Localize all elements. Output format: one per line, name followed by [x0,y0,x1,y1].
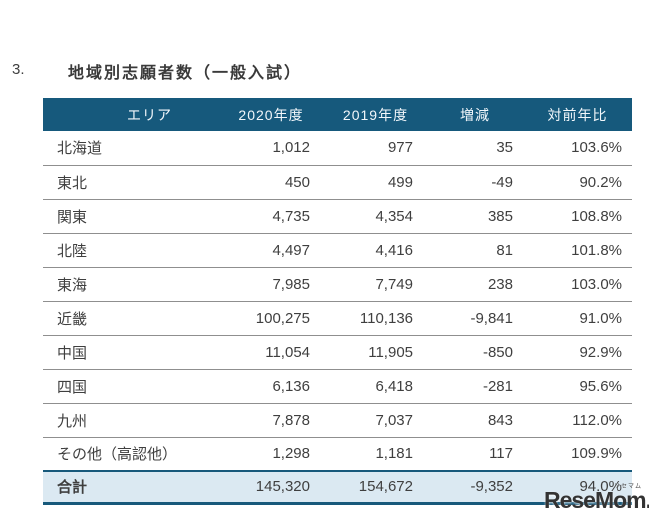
value-cell: 112.0% [523,403,632,438]
value-cell: 4,497 [218,233,324,268]
value-cell: 108.8% [523,199,632,234]
value-cell: 977 [324,131,427,166]
watermark-ruby-label: リセマム [613,484,642,490]
watermark-resemom: リセマム ReseMom. [543,484,649,513]
value-cell: -281 [427,369,523,404]
value-cell: 1,012 [218,131,324,166]
value-cell: 4,735 [218,199,324,234]
table-row: その他（高認他） 1,298 1,181 117 109.9% [43,437,632,472]
page-title: 地域別志願者数（一般入試） [68,65,303,82]
value-cell: 117 [427,437,523,472]
value-cell: 11,054 [218,335,324,370]
value-cell: 100,275 [218,301,324,336]
value-cell: 90.2% [523,165,632,200]
value-cell: -850 [427,335,523,370]
table-header-row: エリア 2020年度 2019年度 増減 対前年比 [43,98,632,131]
area-cell: 東海 [43,267,218,302]
col-header-ratio: 対前年比 [523,98,632,131]
value-cell: 6,136 [218,369,324,404]
section-number: 3. [12,61,25,78]
value-cell: 110,136 [324,301,427,336]
value-cell: 4,416 [324,233,427,268]
col-header-area: エリア [43,98,218,131]
total-row: 合計 145,320 154,672 -9,352 94.0% [43,470,632,505]
table-row: 関東 4,735 4,354 385 108.8% [43,199,632,234]
value-cell: 385 [427,199,523,234]
value-cell: 7,985 [218,267,324,302]
table-row: 北陸 4,497 4,416 81 101.8% [43,233,632,268]
col-header-2020: 2020年度 [218,98,324,131]
table-row: 四国 6,136 6,418 -281 95.6% [43,369,632,404]
value-cell: 499 [324,165,427,200]
area-cell: 近畿 [43,301,218,336]
total-value-diff: -9,352 [427,470,523,505]
value-cell: 6,418 [324,369,427,404]
total-value-2020: 145,320 [218,470,324,505]
value-cell: 11,905 [324,335,427,370]
value-cell: 103.6% [523,131,632,166]
total-value-2019: 154,672 [324,470,427,505]
value-cell: 103.0% [523,267,632,302]
region-applicants-table: エリア 2020年度 2019年度 増減 対前年比 北海道 1,012 977 35 1… [43,98,632,505]
table-row: 北海道 1,012 977 35 103.6% [43,131,632,166]
area-cell: 九州 [43,403,218,438]
table-row: 東海 7,985 7,749 238 103.0% [43,267,632,302]
value-cell: 101.8% [523,233,632,268]
area-cell: 関東 [43,199,218,234]
area-cell: その他（高認他） [43,437,218,472]
area-cell: 東北 [43,165,218,200]
table-row: 近畿 100,275 110,136 -9,841 91.0% [43,301,632,336]
value-cell: -49 [427,165,523,200]
value-cell: 1,298 [218,437,324,472]
total-value-ratio: 94.0% [523,470,632,505]
value-cell: -9,841 [427,301,523,336]
value-cell: 92.9% [523,335,632,370]
table-row: 中国 11,054 11,905 -850 92.9% [43,335,632,370]
value-cell: 1,181 [324,437,427,472]
value-cell: 95.6% [523,369,632,404]
col-header-2019: 2019年度 [324,98,427,131]
area-cell: 北陸 [43,233,218,268]
value-cell: 7,037 [324,403,427,438]
area-cell: 四国 [43,369,218,404]
table-row: 九州 7,878 7,037 843 112.0% [43,403,632,438]
value-cell: 35 [427,131,523,166]
total-label-cell: 合計 [43,470,218,505]
value-cell: 450 [218,165,324,200]
area-cell: 中国 [43,335,218,370]
value-cell: 7,749 [324,267,427,302]
value-cell: 81 [427,233,523,268]
table-body: 北海道 1,012 977 35 103.6% 東北 450 499 -49 90.2% 関東 4,7… [43,131,632,472]
value-cell: 843 [427,403,523,438]
value-cell: 4,354 [324,199,427,234]
area-cell: 北海道 [43,131,218,166]
value-cell: 109.9% [523,437,632,472]
value-cell: 91.0% [523,301,632,336]
value-cell: 7,878 [218,403,324,438]
value-cell: 238 [427,267,523,302]
watermark-text: ReseMom. [543,487,649,513]
col-header-diff: 増減 [427,98,523,131]
table-row: 東北 450 499 -49 90.2% [43,165,632,200]
